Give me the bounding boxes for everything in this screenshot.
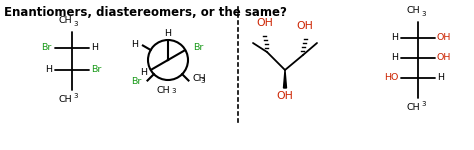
Text: H: H bbox=[391, 33, 398, 42]
Text: OH: OH bbox=[297, 21, 313, 31]
Text: H: H bbox=[437, 74, 444, 82]
Text: CH: CH bbox=[406, 6, 420, 15]
Text: HO: HO bbox=[384, 74, 399, 82]
Text: H: H bbox=[164, 30, 172, 39]
Text: H: H bbox=[391, 54, 398, 63]
Text: Br: Br bbox=[131, 77, 142, 86]
Text: Enantiomers, diastereomers, or the same?: Enantiomers, diastereomers, or the same? bbox=[4, 6, 287, 19]
Text: 3: 3 bbox=[421, 101, 426, 107]
Text: OH: OH bbox=[437, 33, 451, 42]
Text: Br: Br bbox=[91, 66, 101, 75]
Polygon shape bbox=[283, 70, 286, 88]
Text: Br: Br bbox=[42, 44, 52, 52]
Text: H: H bbox=[45, 66, 52, 75]
Text: OH: OH bbox=[256, 18, 273, 28]
Text: 3: 3 bbox=[73, 93, 78, 99]
Text: OH: OH bbox=[437, 54, 451, 63]
Text: CH: CH bbox=[156, 86, 170, 95]
Text: 3: 3 bbox=[421, 11, 426, 17]
Text: H: H bbox=[131, 40, 137, 49]
Text: 3: 3 bbox=[201, 78, 205, 84]
Text: CH: CH bbox=[193, 74, 206, 83]
Text: OH: OH bbox=[276, 91, 293, 101]
Text: H: H bbox=[140, 68, 147, 77]
Text: CH: CH bbox=[406, 103, 420, 112]
Text: H: H bbox=[91, 44, 98, 52]
Text: 3: 3 bbox=[171, 88, 175, 94]
Text: Br: Br bbox=[193, 42, 203, 51]
Text: CH: CH bbox=[58, 95, 72, 104]
Text: CH: CH bbox=[58, 16, 72, 25]
Text: 3: 3 bbox=[73, 21, 78, 27]
